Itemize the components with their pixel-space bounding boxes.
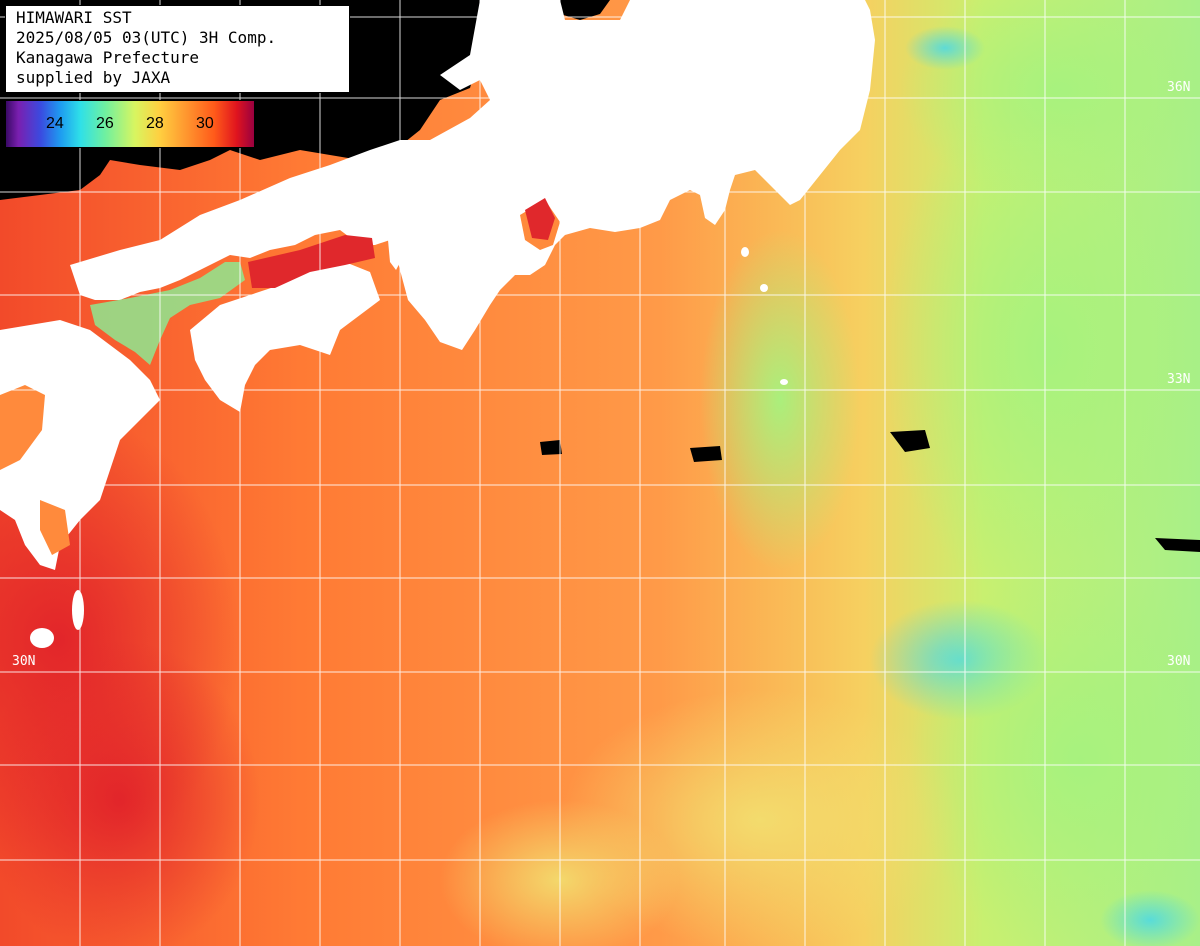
data-source: supplied by JAXA	[16, 68, 171, 87]
no-data-patch-4	[690, 446, 722, 462]
color-scale-legend: 24 26 28 30	[5, 100, 255, 148]
tanegashima-island	[72, 590, 84, 630]
yakushima-island	[30, 628, 54, 648]
lon-label-136e: 136E	[484, 4, 499, 36]
no-data-north	[560, 0, 610, 20]
izu-island-3	[780, 379, 788, 385]
izu-island-1	[741, 247, 749, 257]
lat-label-33n-right: 33N	[1167, 372, 1191, 387]
legend-tick-24: 24	[46, 115, 64, 132]
no-data-patch-3	[540, 440, 562, 455]
map-info-panel: HIMAWARI SST 2025/08/05 03(UTC) 3H Comp.…	[5, 5, 350, 93]
shikoku-island	[190, 262, 380, 412]
ise-bay-warm	[525, 198, 555, 240]
kyushu-west-sea	[0, 385, 45, 470]
izu-peninsula	[770, 140, 810, 198]
lat-label-36n: 36N	[1167, 80, 1191, 95]
product-title: HIMAWARI SST	[16, 8, 132, 27]
region-name: Kanagawa Prefecture	[16, 48, 200, 67]
no-data-patch-2	[1155, 538, 1200, 552]
cool-water-southeast	[910, 560, 1200, 946]
legend-tick-30: 30	[196, 115, 214, 132]
cool-eddy-east	[880, 90, 1200, 610]
osaka-bay-warm	[248, 235, 375, 288]
lat-label-30n-left: 30N	[12, 654, 36, 669]
kyushu-bay	[40, 500, 70, 555]
inland-sea-green	[90, 262, 245, 365]
cold-spot-northeast	[905, 26, 985, 70]
warm-pool-west	[0, 640, 260, 946]
cool-tongue-central	[700, 230, 860, 570]
observation-time: 2025/08/05 03(UTC) 3H Comp.	[16, 28, 277, 47]
honshu-landmass	[70, 0, 875, 350]
lat-label-30n-right: 30N	[1167, 654, 1191, 669]
no-data-patch-1	[890, 430, 930, 452]
izu-island-2	[760, 284, 768, 292]
legend-tick-28: 28	[146, 115, 164, 132]
legend-tick-26: 26	[96, 115, 114, 132]
